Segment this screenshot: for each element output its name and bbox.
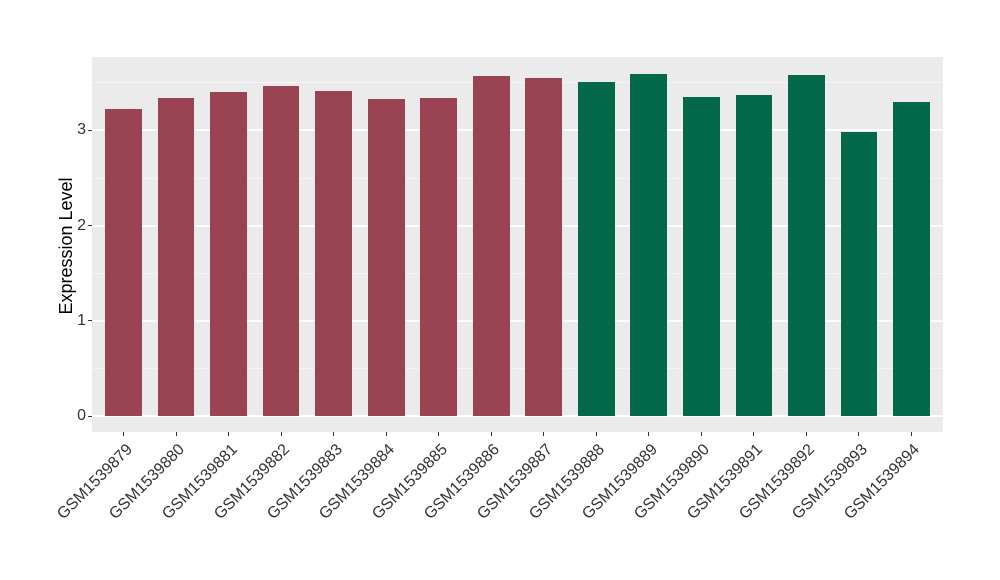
gridline-minor (92, 272, 943, 274)
bar (788, 75, 825, 417)
x-axis-tick (700, 432, 702, 436)
y-axis-title: Expression Level (56, 177, 76, 315)
bar (577, 81, 615, 417)
x-axis-tick (438, 432, 440, 436)
y-tick-label: 3 (77, 121, 86, 139)
x-axis-tick (333, 432, 335, 436)
gridline-major (92, 415, 943, 418)
x-axis-tick (805, 432, 807, 436)
bar (367, 98, 405, 417)
x-axis-tick (228, 432, 230, 436)
bar (735, 95, 773, 417)
gridline-minor (92, 177, 943, 179)
x-axis-tick (595, 432, 597, 436)
y-axis-tick (88, 225, 92, 227)
bar (630, 74, 668, 417)
x-axis-tick (123, 432, 125, 436)
y-tick-label: 0 (77, 407, 86, 425)
x-axis-tick (858, 432, 860, 436)
x-axis-tick (175, 432, 177, 436)
y-axis-tick (88, 415, 92, 417)
bar (157, 97, 195, 417)
x-axis-tick (910, 432, 912, 436)
x-axis-tick (385, 432, 387, 436)
gridline-major (92, 129, 943, 132)
gridline-minor (92, 82, 943, 84)
bar (682, 97, 720, 417)
gridline-major (92, 319, 943, 322)
y-axis-tick (88, 320, 92, 322)
x-axis-tick (490, 432, 492, 436)
y-tick-label: 1 (77, 311, 86, 329)
bar (315, 91, 353, 417)
gridline-minor (92, 368, 943, 370)
bar (525, 77, 563, 417)
bar (840, 132, 878, 417)
plot-panel (92, 57, 943, 432)
bar (105, 109, 142, 417)
bar (893, 101, 930, 417)
y-axis-tick (88, 129, 92, 131)
bar (420, 97, 458, 417)
x-axis-tick (280, 432, 282, 436)
gridline-major (92, 224, 943, 227)
y-tick-label: 2 (77, 216, 86, 234)
x-axis-tick (543, 432, 545, 436)
bar (210, 92, 247, 417)
bar (472, 76, 510, 417)
x-axis-tick (753, 432, 755, 436)
bar (262, 85, 300, 417)
x-axis-tick (648, 432, 650, 436)
